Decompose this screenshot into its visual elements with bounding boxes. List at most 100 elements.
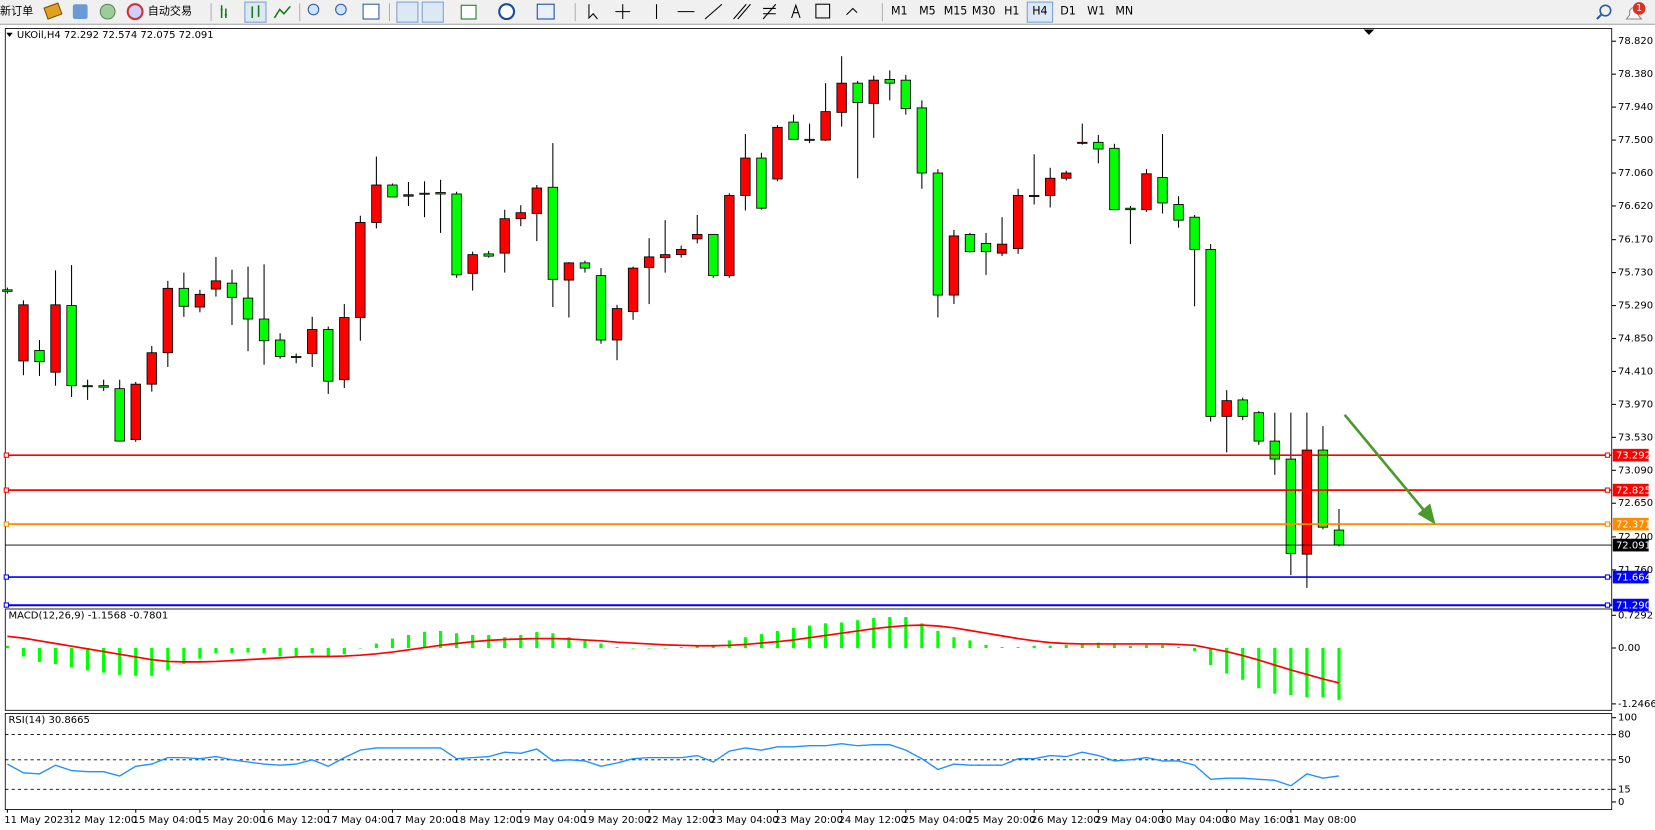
candle-body (772, 126, 783, 180)
y-tick-label: 77.940 (1618, 102, 1653, 113)
x-tick-label: 15 May 20:00 (197, 815, 266, 826)
candle-body (483, 253, 494, 257)
symbol-menu-marker (6, 32, 13, 37)
signals-icon[interactable] (99, 3, 116, 20)
macd-bar (455, 633, 459, 648)
y-tick-label: 76.620 (1618, 201, 1653, 212)
macd-bar (775, 630, 780, 648)
candle-body (740, 157, 751, 196)
candle-body (34, 350, 45, 363)
candle-body (467, 254, 478, 274)
macd-bar (615, 647, 619, 648)
price-label: 72.091 (1616, 541, 1651, 552)
autoscroll-button[interactable] (396, 1, 419, 23)
timeframe-button[interactable]: MN (1115, 5, 1133, 18)
level-handle (3, 574, 9, 580)
shift-marker (1363, 29, 1375, 35)
candle-body (82, 385, 93, 388)
timeframe-button[interactable]: M1 (891, 5, 908, 18)
candle-body (1141, 173, 1152, 211)
macd-bar (1193, 647, 1197, 652)
macd-bar (1289, 647, 1293, 696)
macd-bar (438, 630, 443, 648)
macd-bar (422, 631, 427, 648)
price-label-bg (1612, 570, 1649, 584)
cursor-button[interactable] (588, 4, 598, 20)
panel-title: MACD(12,26,9) -1.1568 -0.7801 (8, 610, 168, 621)
templates-button[interactable] (536, 3, 555, 20)
candle-body (852, 82, 863, 104)
level-handle (1604, 452, 1611, 458)
timeframe-button[interactable]: M5 (919, 5, 936, 18)
candle-body (1077, 141, 1088, 144)
level-handle (3, 521, 9, 527)
line-chart-button[interactable] (273, 5, 291, 19)
macd-bar (567, 637, 571, 648)
level-handle (3, 487, 9, 493)
y-tick-label: -1.2466 (1618, 699, 1655, 710)
macd-bar (198, 647, 202, 659)
notification-count: 1 (1636, 3, 1642, 14)
label-button[interactable] (815, 3, 831, 19)
panel-title: RSI(14) 30.8665 (8, 715, 89, 726)
candle-body (355, 222, 366, 318)
periods-button[interactable] (498, 3, 516, 21)
search-button[interactable] (1599, 4, 1612, 17)
candle-body (659, 254, 671, 259)
timeframe-button[interactable]: W1 (1087, 5, 1105, 18)
candle-body (868, 79, 879, 104)
macd-bar (1032, 645, 1036, 648)
candle-body (611, 308, 623, 341)
candle-body (403, 194, 414, 197)
arrows-button[interactable] (846, 7, 858, 16)
candle-body (980, 242, 992, 253)
timeframe-button[interactable]: D1 (1060, 5, 1076, 18)
candle-body (531, 187, 542, 214)
timeframe-button[interactable]: H4 (1032, 5, 1047, 18)
timeframe-button[interactable]: M30 (972, 5, 996, 18)
trendline-button[interactable] (704, 3, 723, 20)
macd-bar (679, 647, 683, 648)
candle-icon (251, 5, 260, 18)
indicators-button[interactable] (460, 4, 477, 20)
auto-trading-icon[interactable] (126, 3, 144, 21)
candle-body (258, 318, 270, 342)
candle-body (1189, 216, 1200, 250)
timeframe-button[interactable]: H1 (1004, 5, 1019, 18)
tile-button[interactable] (362, 3, 380, 20)
bar-chart-button[interactable] (220, 5, 227, 18)
macd-bar (1160, 644, 1165, 648)
y-tick-label: 80 (1618, 730, 1631, 741)
candle-button-active[interactable] (244, 1, 267, 23)
macd-bar (182, 647, 186, 665)
macd-bar (37, 647, 42, 662)
price-label-bg (1612, 517, 1649, 531)
candle-body (1221, 400, 1232, 417)
text-button[interactable] (791, 3, 801, 19)
timeframe-button[interactable]: M15 (944, 5, 968, 18)
macd-bar (214, 647, 218, 654)
zoom-in-button[interactable] (307, 3, 320, 16)
x-tick-label: 24 May 12:00 (838, 815, 907, 826)
x-tick-label: 23 May 04:00 (710, 815, 779, 826)
market-watch-icon[interactable] (72, 4, 88, 19)
fibo-button[interactable] (762, 3, 777, 20)
channel-button[interactable] (733, 3, 751, 20)
toolbar: 新订单 自动交易 M1 M5 M15 M30 H1 H4 D1 W1 MN (0, 0, 1655, 25)
price-label: 72.371 (1616, 520, 1651, 531)
candle-body (1045, 177, 1056, 196)
zoom-out-button[interactable] (335, 3, 347, 16)
macd-bar (968, 640, 972, 648)
shift-button[interactable] (421, 1, 444, 23)
new-order-button[interactable]: 新订单 (0, 4, 33, 18)
crosshair-button[interactable] (615, 4, 631, 19)
macd-bar (551, 633, 555, 648)
auto-trading-button[interactable]: 自动交易 (148, 4, 192, 18)
y-tick-label: 76.170 (1618, 235, 1653, 246)
gold-icon[interactable] (43, 2, 63, 20)
timeframe-active (1026, 1, 1054, 23)
candle-body (708, 233, 719, 277)
arrow-annotation (1343, 413, 1436, 525)
x-tick-label: 18 May 12:00 (453, 815, 522, 826)
candle-body (451, 193, 462, 276)
